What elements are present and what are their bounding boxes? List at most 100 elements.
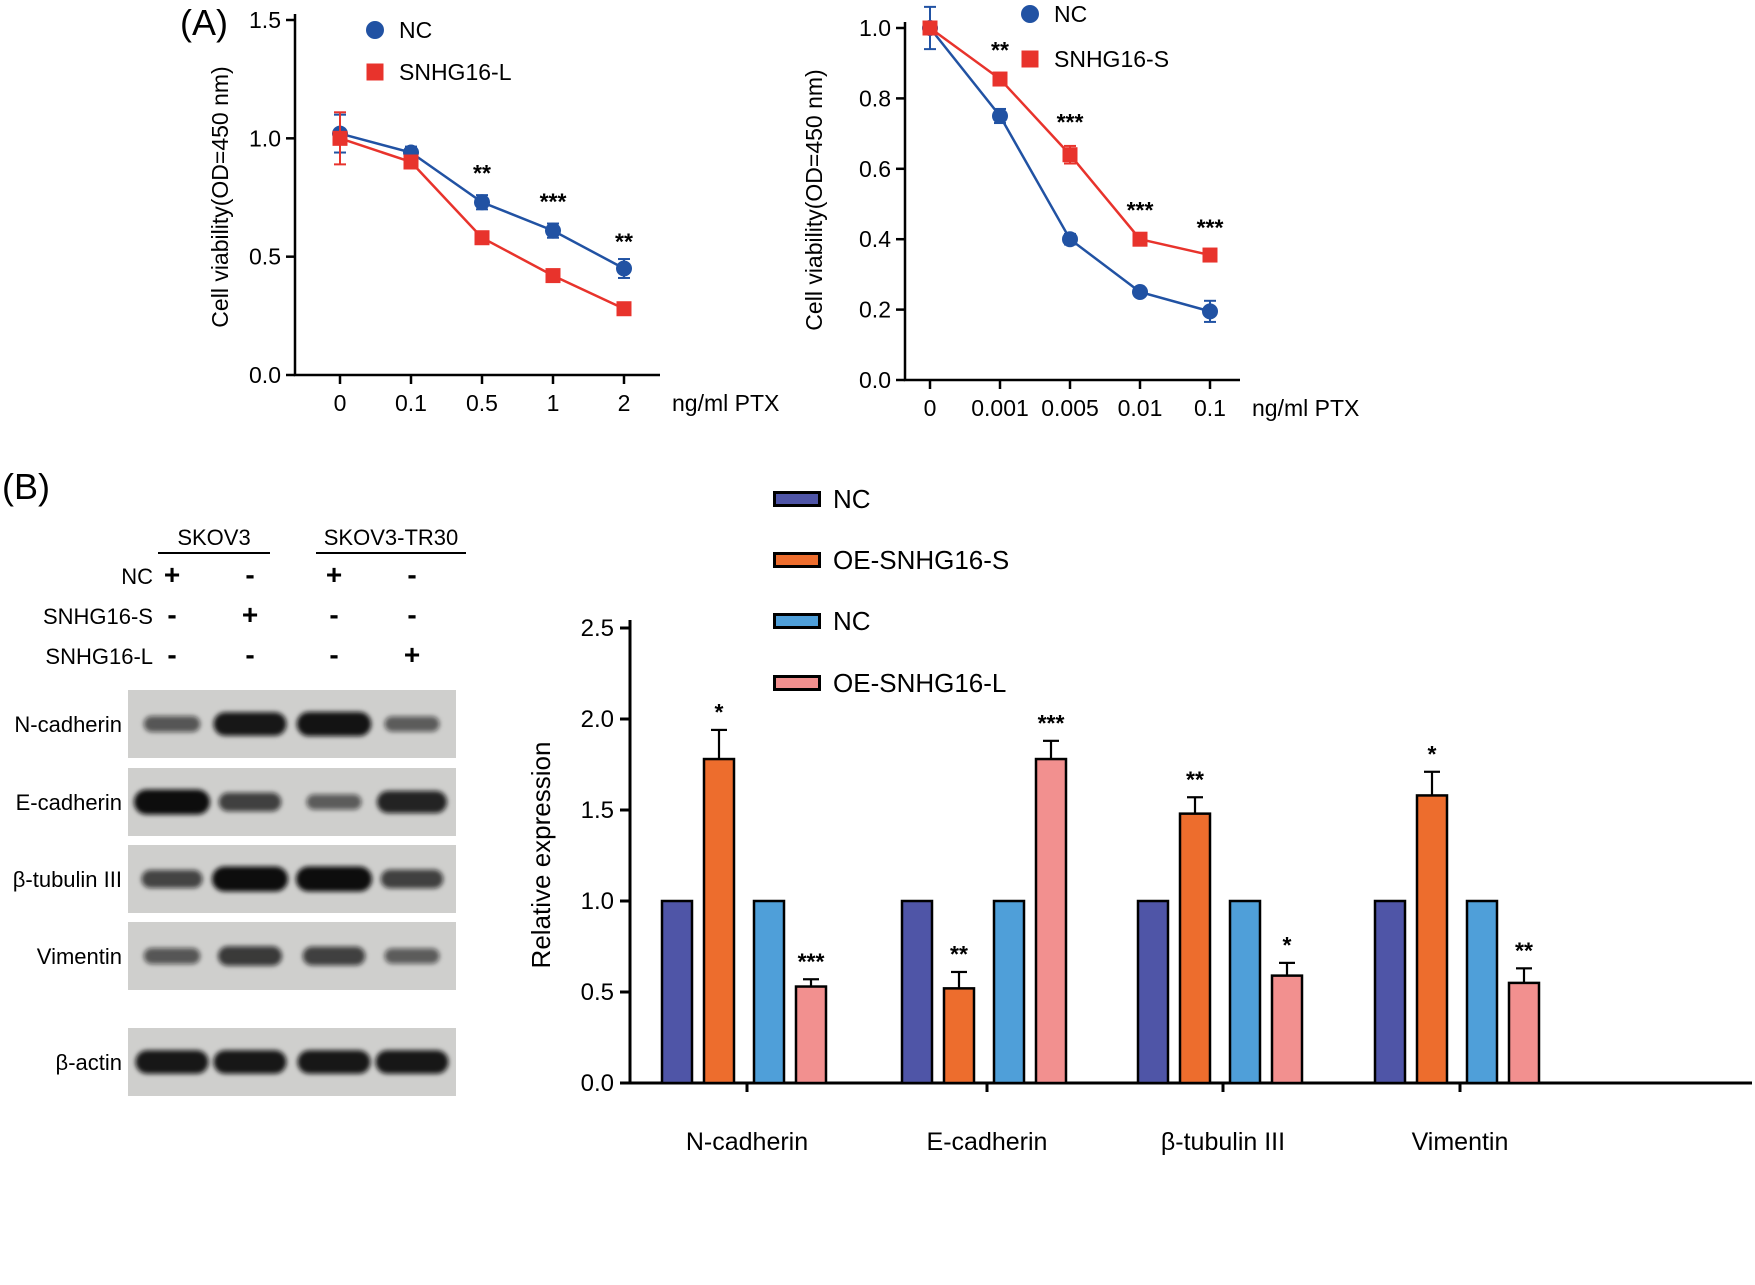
legend-item-nc-light: NC (773, 606, 871, 636)
data-point (1132, 284, 1148, 300)
blot-band (135, 1050, 209, 1074)
blot-row-label-b-tubulin: β-tubulin III (12, 867, 122, 892)
data-point (1202, 247, 1218, 263)
legend-marker (1021, 5, 1039, 23)
svg-text:***: *** (1197, 215, 1224, 241)
blot-band (377, 790, 447, 814)
data-point (1202, 303, 1218, 320)
blot-band (306, 794, 362, 810)
bar (1178, 812, 1212, 1085)
svg-text:Vimentin: Vimentin (1412, 1128, 1509, 1156)
bar (900, 899, 934, 1085)
svg-text:0.005: 0.005 (1041, 395, 1099, 421)
svg-text:ng/ml PTX: ng/ml PTX (1252, 395, 1359, 421)
svg-text:**: ** (615, 229, 633, 255)
legend-swatch-oe-snhg16-s (773, 552, 821, 568)
data-point (545, 222, 561, 239)
data-point (545, 268, 561, 284)
svg-text:***: *** (1057, 109, 1084, 135)
svg-text:β-tubulin III: β-tubulin III (1161, 1128, 1285, 1156)
svg-text:0.5: 0.5 (249, 244, 281, 270)
svg-text:*: * (715, 699, 724, 725)
svg-text:0.1: 0.1 (1194, 395, 1226, 421)
blot-band (302, 946, 366, 966)
svg-text:*: * (1283, 932, 1292, 958)
line-chart-skov3: 0.0 0.5 1.0 1.5 0 0.1 0.5 1 2 ng/ml PTX Cell viabi… (207, 7, 779, 416)
data-point (922, 20, 938, 36)
legend-label: NC (833, 483, 871, 514)
svg-text:Relative expression: Relative expression (526, 742, 556, 969)
data-point (1062, 147, 1078, 163)
svg-text:0.0: 0.0 (859, 367, 891, 393)
svg-text:**: ** (473, 160, 491, 186)
bar (752, 899, 786, 1085)
condition-sign: - (245, 559, 255, 590)
svg-text:**: ** (1515, 937, 1533, 963)
bar (1465, 899, 1499, 1085)
condition-sign: + (241, 599, 259, 630)
legend-marker (1021, 50, 1039, 68)
bar (992, 899, 1026, 1085)
blot-group-header-skov3-tr30: SKOV3-TR30 (316, 524, 466, 554)
svg-text:0.5: 0.5 (466, 390, 498, 416)
bar (1034, 757, 1068, 1085)
svg-text:0.8: 0.8 (859, 85, 891, 111)
svg-text:N-cadherin: N-cadherin (686, 1128, 808, 1156)
bar (942, 987, 976, 1085)
condition-sign: - (329, 639, 339, 670)
line-chart-skov3-tr30: 0.0 0.2 0.4 0.6 0.8 1.0 0 0.001 0.005 0.01 0.1 ng/m… (801, 1, 1359, 421)
svg-text:0.1: 0.1 (395, 390, 427, 416)
data-point (403, 154, 419, 170)
bar (1136, 899, 1170, 1085)
blot-band (218, 792, 282, 812)
condition-sign: - (329, 599, 339, 630)
svg-text:***: *** (540, 188, 567, 214)
bar (1270, 974, 1304, 1085)
blot-band (384, 716, 440, 732)
blot-group-header-skov3: SKOV3 (158, 524, 270, 554)
blot-band (384, 948, 440, 964)
legend-item-nc-dark: NC (773, 484, 871, 514)
blot-image-vimentin (128, 922, 456, 990)
data-point (332, 130, 348, 146)
bar (1228, 899, 1262, 1085)
bar (702, 757, 736, 1085)
legend-label: OE-SNHG16-L (833, 667, 1007, 698)
condition-sign: - (407, 599, 417, 630)
svg-text:ng/ml PTX: ng/ml PTX (672, 390, 779, 416)
blot-band (212, 866, 288, 892)
blot-image-b-actin (128, 1028, 456, 1096)
svg-text:NC: NC (1054, 1, 1087, 27)
blot-image-n-cadherin (128, 690, 456, 758)
svg-text:0: 0 (924, 395, 937, 421)
bar (1415, 794, 1449, 1085)
bar (794, 985, 828, 1085)
legend-marker (366, 21, 384, 39)
svg-text:2: 2 (618, 390, 631, 416)
blot-image-b-tubulin (128, 845, 456, 913)
bar-chart-relative-expression: 0.0 0.5 1.0 1.5 2.0 2.5 N-cadherin E-cadherin β-… (526, 615, 1752, 1156)
svg-text:SNHG16-S: SNHG16-S (1054, 46, 1169, 72)
bar (1507, 981, 1541, 1085)
svg-text:**: ** (950, 941, 968, 967)
blot-row-label-e-cadherin: E-cadherin (15, 790, 122, 815)
blot-band (218, 946, 282, 966)
blot-band (375, 1050, 449, 1074)
condition-label-snhg16-l: SNHG16-L (45, 644, 153, 669)
blot-band (134, 789, 210, 815)
condition-sign: - (407, 559, 417, 590)
panel-b-label: (B) (2, 466, 50, 507)
panel-a-label: (A) (180, 2, 228, 43)
svg-text:0.0: 0.0 (581, 1070, 614, 1097)
svg-text:0.2: 0.2 (859, 297, 891, 323)
svg-text:0.0: 0.0 (249, 362, 281, 388)
svg-text:1.0: 1.0 (249, 125, 281, 151)
svg-text:**: ** (991, 37, 1009, 63)
svg-text:Cell viability(OD=450 nm): Cell viability(OD=450 nm) (801, 69, 827, 330)
legend-swatch-nc-dark (773, 491, 821, 507)
svg-text:2.0: 2.0 (581, 706, 614, 733)
data-point (992, 71, 1008, 87)
condition-sign: - (245, 639, 255, 670)
svg-text:1.0: 1.0 (859, 15, 891, 41)
svg-text:1.5: 1.5 (581, 797, 614, 824)
